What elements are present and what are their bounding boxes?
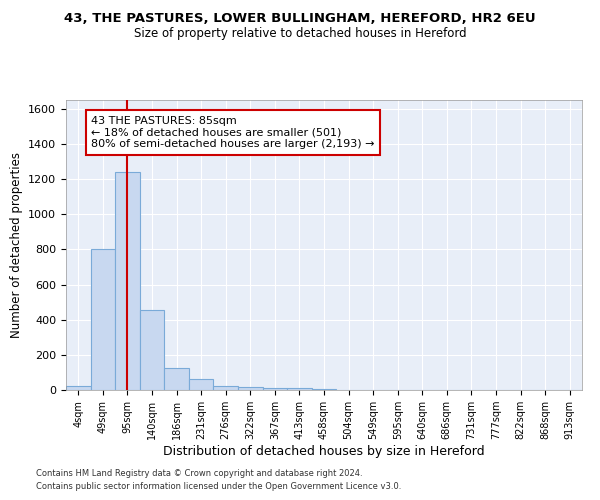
Text: Size of property relative to detached houses in Hereford: Size of property relative to detached ho… xyxy=(134,28,466,40)
Bar xyxy=(238,388,263,390)
Bar xyxy=(91,248,115,390)
Bar xyxy=(66,386,91,390)
Bar xyxy=(164,368,189,390)
Y-axis label: Number of detached properties: Number of detached properties xyxy=(10,152,23,338)
Text: 43, THE PASTURES, LOWER BULLINGHAM, HEREFORD, HR2 6EU: 43, THE PASTURES, LOWER BULLINGHAM, HERE… xyxy=(64,12,536,26)
Text: Contains HM Land Registry data © Crown copyright and database right 2024.: Contains HM Land Registry data © Crown c… xyxy=(36,468,362,477)
Bar xyxy=(189,380,214,390)
Bar xyxy=(312,389,336,390)
Bar xyxy=(115,172,140,390)
Bar xyxy=(214,386,238,390)
X-axis label: Distribution of detached houses by size in Hereford: Distribution of detached houses by size … xyxy=(163,445,485,458)
Text: 43 THE PASTURES: 85sqm
← 18% of detached houses are smaller (501)
80% of semi-de: 43 THE PASTURES: 85sqm ← 18% of detached… xyxy=(91,116,374,149)
Text: Contains public sector information licensed under the Open Government Licence v3: Contains public sector information licen… xyxy=(36,482,401,491)
Bar xyxy=(263,388,287,390)
Bar xyxy=(287,388,312,390)
Bar xyxy=(140,310,164,390)
